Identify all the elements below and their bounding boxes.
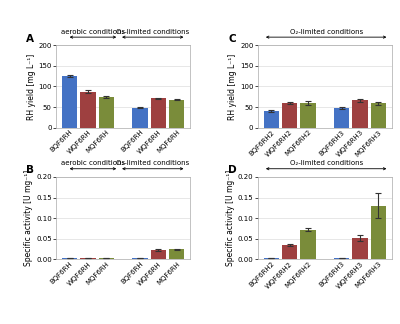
Text: aerobic conditions: aerobic conditions <box>61 160 125 166</box>
Bar <box>151 250 166 259</box>
Bar <box>169 100 184 128</box>
Bar <box>334 108 349 128</box>
Text: O₂-limited conditions: O₂-limited conditions <box>290 29 363 35</box>
Bar <box>264 258 279 259</box>
Y-axis label: Specific activity [U mg⁻¹]: Specific activity [U mg⁻¹] <box>226 170 235 266</box>
Text: O₂-limited conditions: O₂-limited conditions <box>290 160 363 166</box>
Y-axis label: RH yield [mg L⁻¹]: RH yield [mg L⁻¹] <box>26 53 36 120</box>
Bar <box>300 230 316 259</box>
Bar <box>169 249 184 259</box>
Text: C: C <box>228 34 236 44</box>
Bar <box>80 92 96 128</box>
Bar <box>334 258 349 259</box>
Bar <box>62 76 77 128</box>
Bar <box>371 206 386 259</box>
Bar <box>62 258 77 259</box>
Bar <box>151 98 166 128</box>
Bar <box>352 100 368 128</box>
Bar <box>371 103 386 128</box>
Text: A: A <box>26 34 34 44</box>
Bar <box>80 258 96 259</box>
Text: D: D <box>228 165 237 175</box>
Bar <box>300 103 316 128</box>
Text: O₂-limited conditions: O₂-limited conditions <box>116 160 189 166</box>
Bar <box>264 111 279 128</box>
Bar <box>282 103 297 128</box>
Y-axis label: RH yield [mg L⁻¹]: RH yield [mg L⁻¹] <box>228 53 237 120</box>
Bar <box>132 108 148 128</box>
Bar <box>99 97 114 128</box>
Bar <box>99 258 114 259</box>
Text: B: B <box>26 165 34 175</box>
Text: O₂-limited conditions: O₂-limited conditions <box>116 29 189 35</box>
Text: aerobic conditions: aerobic conditions <box>61 29 125 35</box>
Bar <box>282 245 297 259</box>
Bar <box>132 258 148 259</box>
Bar <box>352 238 368 259</box>
Y-axis label: Specific activity [U mg⁻¹]: Specific activity [U mg⁻¹] <box>24 170 33 266</box>
